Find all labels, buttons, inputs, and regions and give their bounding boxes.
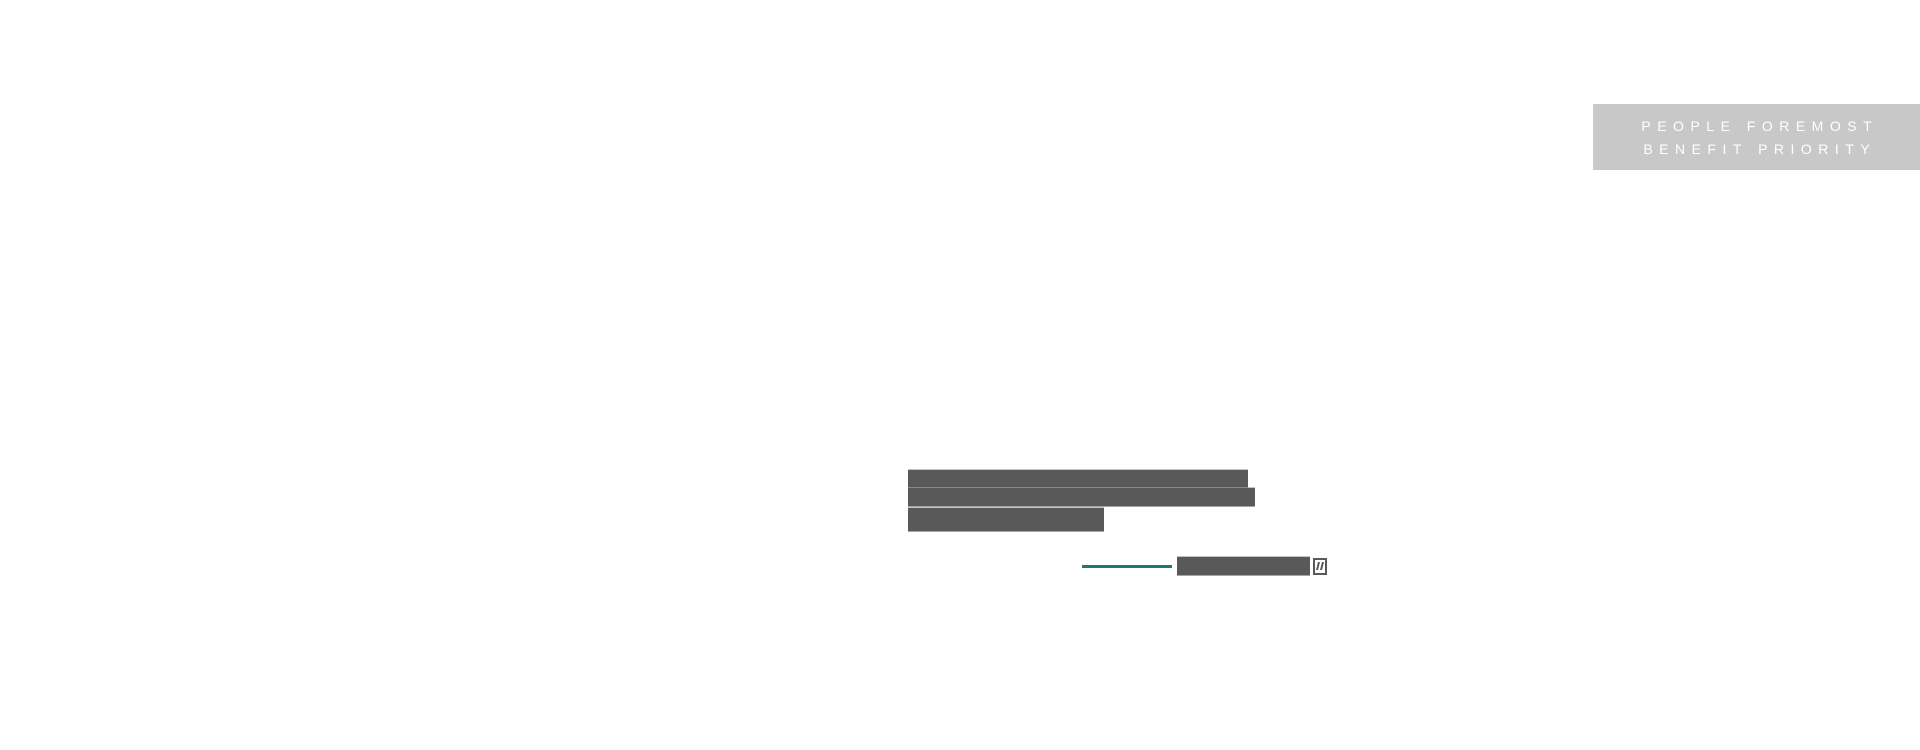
attribution-last-char-glyph: [1313, 558, 1327, 575]
quote-line: [908, 488, 1255, 506]
attribution-text: [1177, 557, 1310, 575]
quote-line: [908, 508, 1104, 531]
slogan-badge: PEOPLE FOREMOST BENEFIT PRIORITY: [1593, 104, 1920, 170]
glyph-stroke: [1320, 562, 1324, 570]
attribution-dash: [1082, 565, 1172, 568]
slogan-line-2: BENEFIT PRIORITY: [1643, 140, 1877, 157]
slogan-line-1: PEOPLE FOREMOST: [1641, 117, 1879, 134]
quote-line: [908, 470, 1248, 487]
